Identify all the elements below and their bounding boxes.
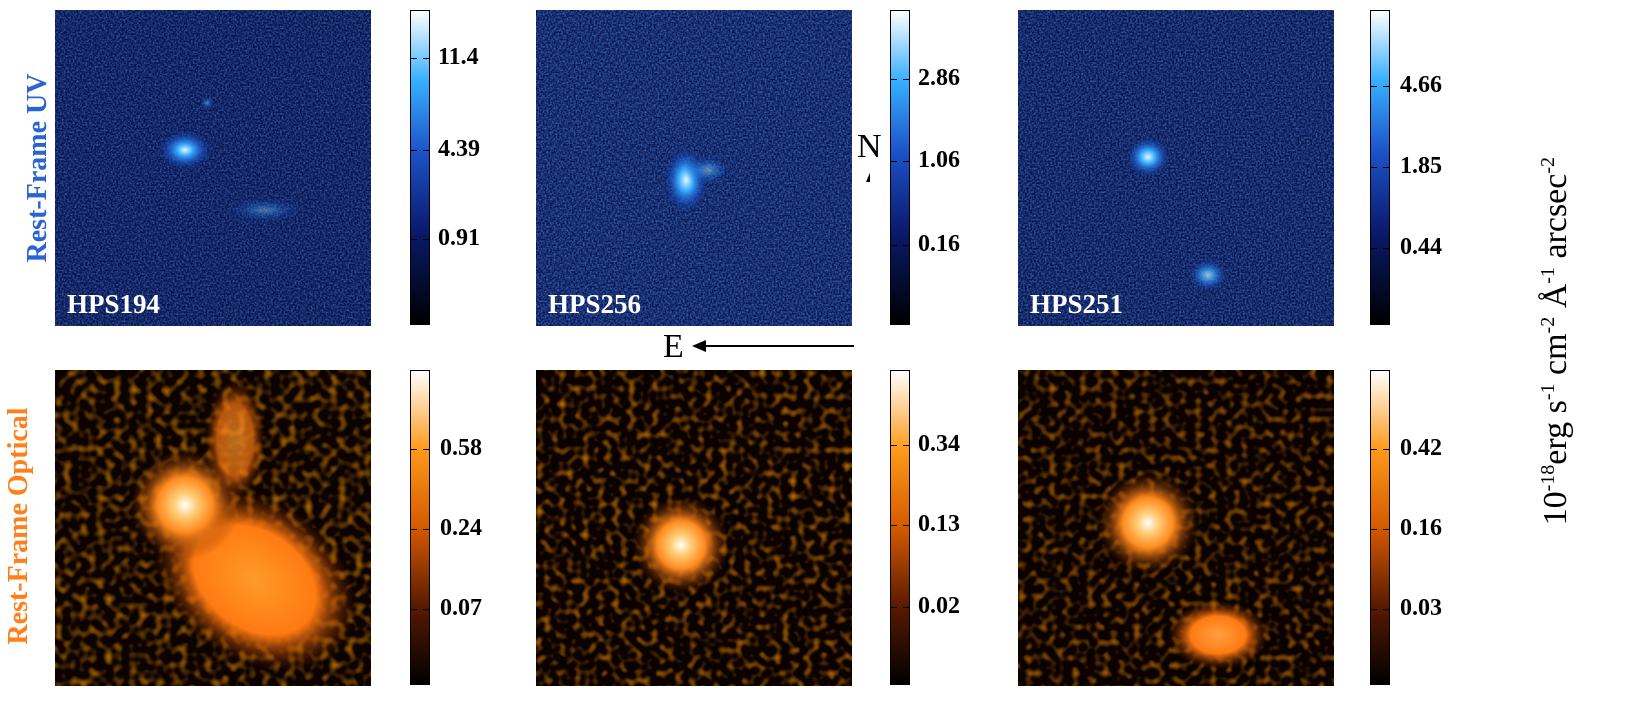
uv-row-label: Rest-Frame UV: [22, 73, 53, 263]
colorbar-units-label: 10-18erg s-1 cm-2 Å-1 arcsec-2: [1536, 156, 1575, 526]
optical-colorbar-hps251-tick-2: 0.16: [1400, 515, 1442, 541]
uv-colorbar-hps256: [890, 10, 910, 325]
object-label-hps251: HPS251: [1030, 289, 1124, 319]
uv-image-hps194: HPS194: [55, 10, 371, 326]
optical-colorbar-hps256-tick-1: 0.34: [918, 431, 960, 457]
optical-colorbar-hps194-tick-1: 0.58: [440, 435, 482, 461]
uv-colorbar-hps251-tick-2: 1.85: [1400, 153, 1442, 179]
uv-colorbar-hps194: [410, 10, 430, 325]
uv-colorbar-hps194-tick-1: 11.4: [438, 44, 479, 70]
optical-colorbar-hps194-tick-3: 0.07: [440, 595, 482, 621]
optical-colorbar-hps251-tick-1: 0.42: [1400, 435, 1442, 461]
optical-colorbar-hps194-tick-2: 0.24: [440, 515, 482, 541]
object-label-hps194: HPS194: [67, 289, 161, 319]
optical-colorbar-hps256-tick-3: 0.02: [918, 593, 960, 619]
uv-colorbar-hps194-tick-2: 4.39: [438, 136, 480, 162]
uv-image-hps194-svg: [55, 10, 371, 326]
uv-image-hps251-svg: [1018, 10, 1334, 326]
optical-colorbar-hps256-tick-2: 0.13: [918, 511, 960, 537]
uv-image-hps251: HPS251: [1018, 10, 1334, 326]
uv-colorbar-hps256-tick-1: 2.86: [918, 65, 960, 91]
uv-image-hps256-svg: [536, 10, 852, 326]
optical-colorbar-hps256: [890, 370, 910, 685]
optical-image-hps251: [1018, 370, 1334, 686]
compass-arrows: [692, 172, 870, 352]
optical-colorbar-hps194: [410, 370, 430, 685]
optical-image-hps194-svg: [55, 370, 371, 686]
optical-image-hps256-svg: [536, 370, 852, 686]
object-label-hps256: HPS256: [548, 289, 642, 319]
uv-colorbar-hps256-tick-2: 1.06: [918, 147, 960, 173]
optical-colorbar-hps251: [1370, 370, 1390, 685]
compass-east-label: E: [663, 328, 684, 365]
uv-colorbar-hps251-tick-1: 4.66: [1400, 72, 1442, 98]
uv-colorbar-hps251: [1370, 10, 1390, 325]
optical-colorbar-hps251-tick-3: 0.03: [1400, 595, 1442, 621]
uv-colorbar-hps256-tick-3: 0.16: [918, 231, 960, 257]
optical-image-hps194: [55, 370, 371, 686]
compass-north-label: N: [857, 128, 882, 165]
uv-colorbar-hps251-tick-3: 0.44: [1400, 234, 1442, 260]
optical-image-hps256: [536, 370, 852, 686]
uv-image-hps256: HPS256: [536, 10, 852, 326]
uv-colorbar-hps194-tick-3: 0.91: [438, 225, 480, 251]
optical-image-hps251-svg: [1018, 370, 1334, 686]
optical-row-label: Rest-Frame Optical: [3, 407, 34, 645]
